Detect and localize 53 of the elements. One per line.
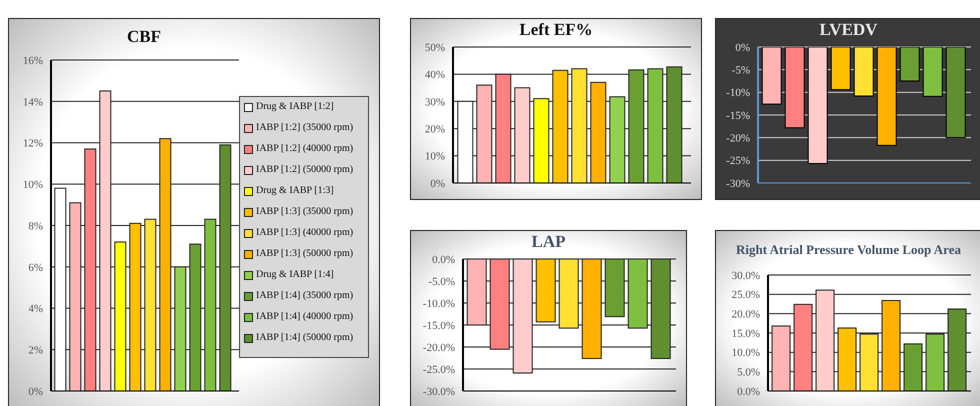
legend-label: Drug & IABP [1:4] <box>256 268 334 280</box>
y-tick-label: 20.0% <box>732 308 760 321</box>
y-tick-label: 14% <box>22 96 43 108</box>
y-tick-label: 2% <box>28 344 43 357</box>
y-tick-label: 16% <box>22 54 43 67</box>
legend-label: IABP [1:2] (40000 rpm) <box>256 142 354 154</box>
chart-title: LAP <box>530 231 566 253</box>
legend-label: Drug & IABP [1:3] <box>256 184 334 196</box>
legend-label: Drug & IABP [1:2] <box>256 100 334 112</box>
y-tick-label: 10.0% <box>732 347 760 360</box>
legend-label: IABP [1:2] (50000 rpm) <box>256 164 354 176</box>
y-tick-label: 6% <box>28 262 43 274</box>
chart-title: Right Atrial Pressure Volume Loop Area <box>735 241 962 259</box>
y-tick-label: 50% <box>424 42 445 54</box>
y-tick-label: 0.0% <box>737 386 760 398</box>
legend-label: IABP [1:2] (35000 rpm) <box>256 122 354 134</box>
chart-title: Left EF% <box>518 19 594 41</box>
y-tick-label: -20% <box>726 132 750 145</box>
chart-title: CBF <box>126 26 162 48</box>
y-tick-label: -10.0% <box>422 298 455 310</box>
legend-label: IABP [1:3] (35000 rpm) <box>256 206 354 218</box>
y-tick-label: -25% <box>726 155 750 168</box>
chart-title: LVEDV <box>818 19 878 41</box>
y-tick-label: 4% <box>28 303 43 316</box>
y-tick-label: -30% <box>726 178 750 190</box>
legend-label: IABP [1:4] (35000 rpm) <box>256 290 354 302</box>
y-tick-label: -15.0% <box>422 320 455 332</box>
y-tick-label: -5% <box>732 64 750 77</box>
y-tick-label: -15% <box>726 110 750 122</box>
y-tick-label: 5.0% <box>737 366 760 379</box>
y-tick-label: 0% <box>735 42 750 54</box>
y-tick-label: 12% <box>22 138 43 150</box>
y-tick-label: 8% <box>28 220 43 232</box>
y-tick-label: 20% <box>424 124 445 136</box>
y-tick-label: -30.0% <box>422 386 455 398</box>
y-tick-label: 40% <box>424 69 445 82</box>
y-tick-label: 25.0% <box>732 289 760 302</box>
legend-label: IABP [1:4] (50000 rpm) <box>256 332 354 344</box>
legend-label: IABP [1:4] (40000 rpm) <box>256 310 354 322</box>
legend-label: IABP [1:3] (50000 rpm) <box>256 248 354 260</box>
y-tick-label: -25.0% <box>422 364 455 376</box>
y-tick-label: 0% <box>28 386 43 398</box>
y-tick-label: 10% <box>22 179 43 192</box>
y-tick-label: -10% <box>726 87 750 100</box>
y-tick-label: 15.0% <box>732 328 760 340</box>
y-tick-label: 0.0% <box>432 254 455 266</box>
y-tick-label: -20.0% <box>422 342 455 354</box>
y-tick-label: 0% <box>430 178 445 190</box>
y-tick-label: 10% <box>424 150 445 163</box>
y-tick-label: 30.0% <box>732 270 760 282</box>
y-tick-label: -5.0% <box>428 276 455 288</box>
legend-label: IABP [1:3] (40000 rpm) <box>256 226 354 238</box>
y-tick-label: 30% <box>424 96 445 108</box>
